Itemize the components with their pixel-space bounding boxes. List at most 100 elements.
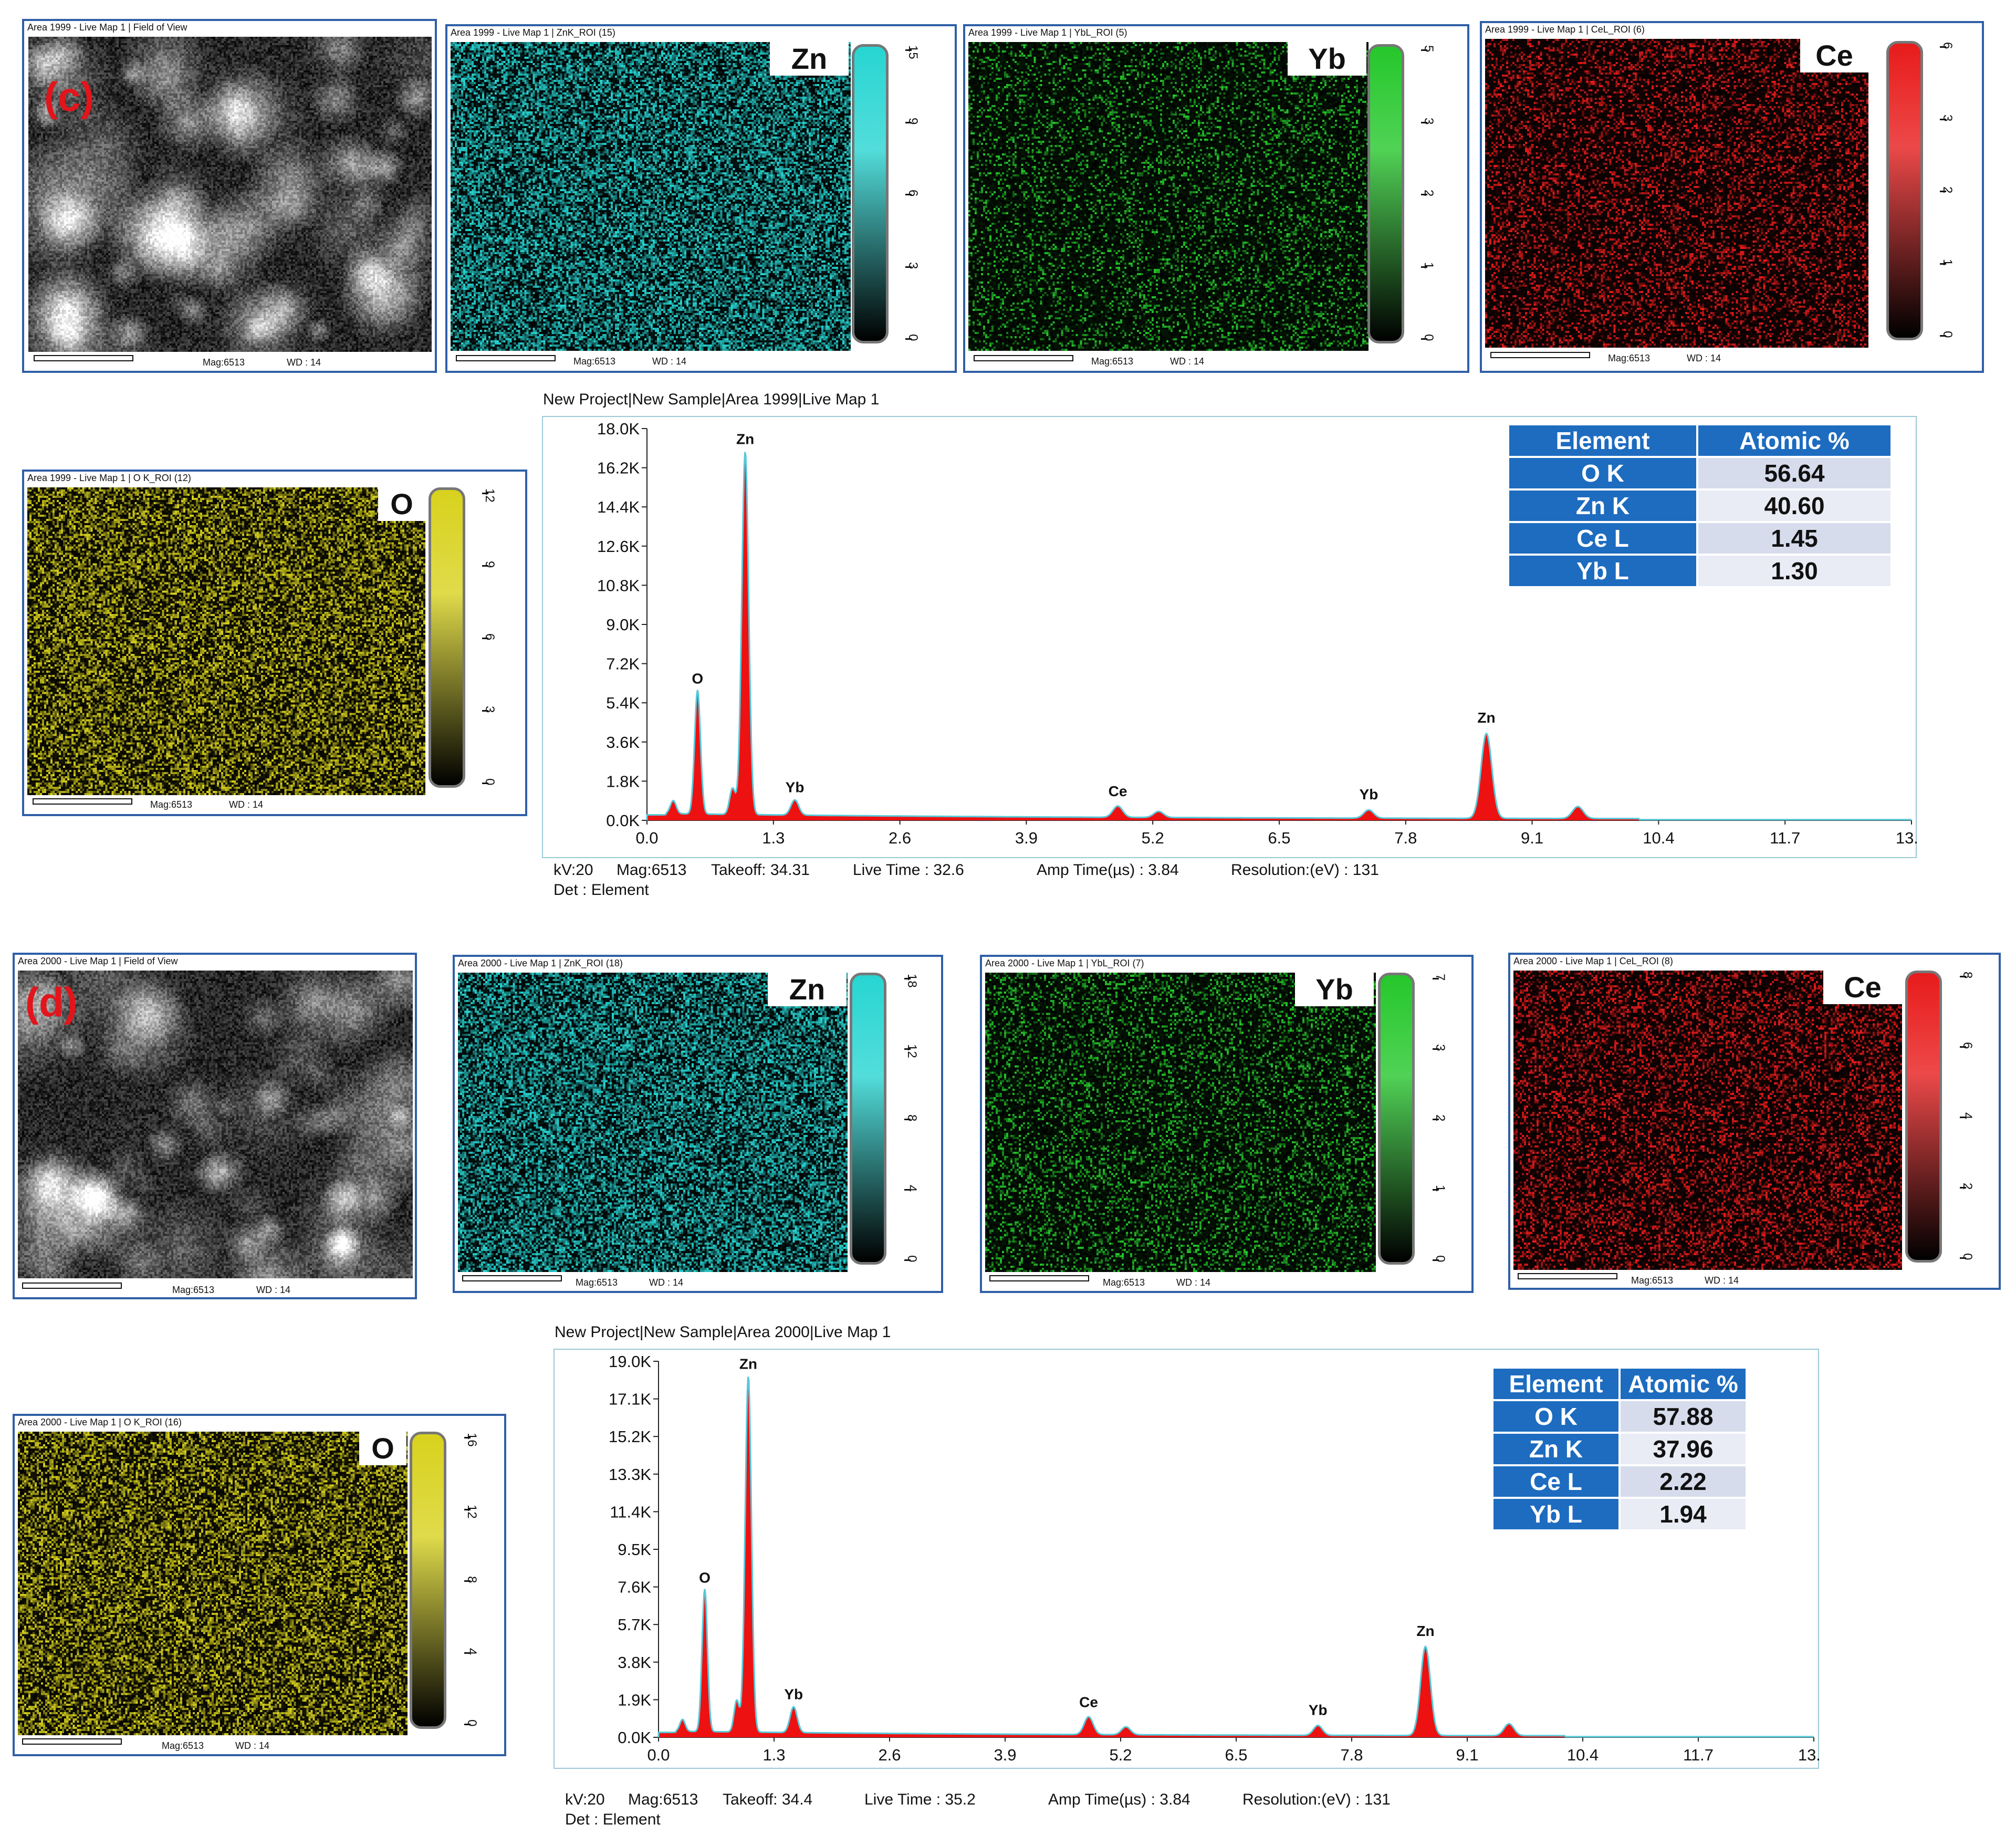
mag-label: Mag:6513	[162, 1740, 204, 1751]
colorbar-tick-label: 3	[1940, 114, 1955, 121]
acquisition-param: Takeoff: 34.4	[723, 1791, 813, 1808]
acquisition-param: Amp Time(µs) : 3.84	[1037, 861, 1179, 879]
acquisition-param: Resolution:(eV) : 131	[1231, 861, 1379, 879]
peak-label: Yb	[784, 1686, 803, 1703]
colorbar-tick	[464, 1437, 471, 1438]
atomic-percent-cell: 2.22	[1621, 1466, 1746, 1497]
table-row: O K 57.88	[1493, 1401, 1746, 1432]
y-tick-label: 14.4K	[597, 498, 640, 516]
x-tick-label: 13.0	[1896, 829, 1917, 847]
colorbar-ticks: 16 12 8 4 0	[464, 1433, 485, 1726]
peak-label: O	[699, 1569, 711, 1586]
colorbar-tick	[1940, 335, 1946, 337]
peak-label: Zn	[1416, 1623, 1434, 1639]
atomic-table-d: Element Atomic % O K 57.88 Zn K 37.96 Ce L 2.22…	[1491, 1367, 1748, 1531]
y-tick-label: 18.0K	[597, 420, 640, 438]
colorbar-tick	[464, 1724, 471, 1725]
colorbar-tick	[1433, 1189, 1439, 1191]
y-tick-label: 1.9K	[618, 1691, 651, 1709]
o-map-panel-c: Area 1999 - Live Map 1 | O K_ROI (12) O …	[22, 470, 527, 816]
scale-bar	[22, 1738, 122, 1745]
table-header-cell: Element	[1509, 425, 1696, 456]
colorbar-tick	[905, 121, 912, 123]
y-tick-label: 7.6K	[618, 1578, 651, 1597]
x-tick-label: 10.4	[1643, 829, 1674, 847]
y-tick-label: 15.2K	[609, 1427, 651, 1446]
colorbar	[850, 973, 886, 1265]
acquisition-param: Resolution:(eV) : 131	[1242, 1791, 1391, 1808]
colorbar-ticks: 15 9 6 3 0	[905, 45, 926, 341]
colorbar-tick-label: 4	[905, 1185, 919, 1192]
colorbar-tick	[905, 266, 912, 268]
colorbar-tick-label: 8	[1960, 972, 1975, 979]
mag-label: Mag:6513	[573, 356, 616, 367]
zn-map-panel-d: Area 2000 - Live Map 1 | ZnK_ROI (18) Zn…	[453, 955, 943, 1293]
colorbar-tick-label: 0	[1960, 1253, 1975, 1260]
table-row: Yb L 1.30	[1509, 556, 1890, 586]
colorbar-tick	[482, 638, 488, 639]
colorbar-tick-label: 12	[465, 1504, 479, 1519]
x-tick-label: 5.2	[1142, 829, 1164, 847]
atomic-percent-cell: 37.96	[1621, 1434, 1746, 1464]
element-distribution	[1485, 39, 1868, 348]
colorbar-tick	[1421, 266, 1427, 268]
ce-map	[1513, 971, 1902, 1270]
element-distribution	[27, 487, 425, 795]
peak-label: Ce	[1079, 1694, 1098, 1711]
atomic-percent-cell: 1.30	[1698, 556, 1890, 586]
colorbar-tick	[1421, 338, 1427, 340]
table-header-row: Element Atomic %	[1509, 425, 1890, 456]
colorbar-ticks: 5 3 2 1 0	[1421, 45, 1442, 341]
colorbar-tick-label: 0	[1940, 331, 1955, 338]
colorbar-tick	[904, 1189, 911, 1191]
spectrum-line	[657, 1377, 1814, 1738]
mag-label: Mag:6513	[203, 357, 245, 368]
colorbar-tick-label: 2	[1960, 1183, 1975, 1190]
y-tick-label: 9.0K	[606, 616, 640, 634]
colorbar-tick	[482, 710, 488, 712]
x-tick-label: 3.9	[1015, 829, 1038, 847]
panel-title: Area 1999 - Live Map 1 | Field of View	[27, 22, 187, 33]
colorbar-ticks: 6 3 2 1 0	[1940, 42, 1961, 338]
o-map	[18, 1432, 408, 1735]
colorbar-tick	[482, 783, 488, 784]
colorbar-tick-label: 2	[1940, 186, 1955, 194]
colorbar-tick	[905, 49, 912, 51]
ce-map	[1485, 39, 1868, 348]
colorbar-tick	[1421, 121, 1427, 123]
colorbar-tick-label: 2	[1433, 1114, 1447, 1122]
wd-label: WD : 14	[652, 356, 687, 367]
yb-map-panel-d: Area 2000 - Live Map 1 | YbL_ROI (7) Yb …	[980, 955, 1474, 1293]
x-tick-label: 0.0	[647, 1746, 670, 1764]
colorbar-tick-label: 2	[1422, 190, 1436, 197]
panel-title: Area 2000 - Live Map 1 | YbL_ROI (7)	[985, 958, 1144, 968]
colorbar	[852, 44, 889, 343]
y-tick-label: 3.8K	[618, 1653, 651, 1672]
x-tick-label: 1.3	[762, 1746, 785, 1764]
panel-title: Area 1999 - Live Map 1 | CeL_ROI (6)	[1485, 24, 1645, 35]
colorbar-tick-label: 1	[1422, 262, 1436, 269]
colorbar-tick-label: 4	[1960, 1112, 1975, 1120]
mag-label: Mag:6513	[576, 1277, 618, 1288]
colorbar-tick	[464, 1652, 471, 1654]
colorbar-tick-label: 3	[483, 706, 497, 713]
peak-label: Zn	[739, 1356, 757, 1372]
colorbar-tick	[1421, 194, 1427, 195]
x-tick-label: 0.0	[635, 829, 658, 847]
panel-title: Area 2000 - Live Map 1 | O K_ROI (16)	[18, 1417, 182, 1427]
y-tick-label: 3.6K	[606, 733, 640, 752]
y-tick-label: 0.0K	[618, 1728, 651, 1747]
colorbar-tick-label: 9	[906, 117, 920, 124]
scale-bar	[1518, 1273, 1617, 1279]
colorbar-ticks: 12 9 6 3 0	[482, 488, 503, 785]
x-tick-label: 6.5	[1225, 1746, 1247, 1764]
y-tick-label: 5.7K	[618, 1615, 651, 1634]
mag-label: Mag:6513	[1608, 353, 1651, 363]
colorbar	[410, 1432, 446, 1729]
wd-label: WD : 14	[1687, 353, 1721, 363]
element-label: O	[378, 487, 425, 521]
spectrum-frame	[542, 416, 1917, 858]
acquisition-param: Live Time : 32.6	[853, 861, 964, 879]
o-map	[27, 487, 425, 795]
panel-title: Area 1999 - Live Map 1 | ZnK_ROI (15)	[451, 27, 615, 38]
